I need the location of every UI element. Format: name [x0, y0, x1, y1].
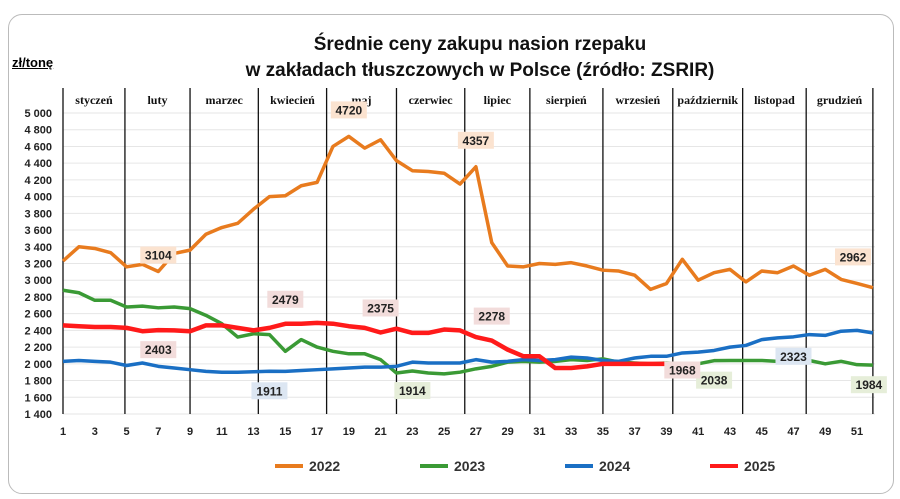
x-tick-label: 29 — [502, 426, 514, 438]
month-label: październik — [677, 93, 738, 107]
x-tick-label: 45 — [756, 426, 768, 438]
x-tick-label: 1 — [60, 426, 66, 438]
x-tick-label: 43 — [724, 426, 736, 438]
y-tick-label: 3 200 — [24, 259, 52, 271]
x-tick-label: 39 — [660, 426, 672, 438]
data-label-bg — [457, 131, 494, 149]
y-tick-label: 4 400 — [24, 158, 52, 170]
data-label-2025: 1968 — [669, 364, 696, 378]
legend-label-2022: 2022 — [309, 458, 340, 474]
data-label-2022: 4357 — [463, 134, 490, 148]
y-tick-label: 3 400 — [24, 242, 52, 254]
x-tick-label: 5 — [123, 426, 129, 438]
month-label: listopad — [754, 93, 795, 107]
data-label-bg — [267, 290, 304, 308]
data-label-2023: 1984 — [856, 378, 883, 392]
chart-title: Średnie ceny zakupu nasion rzepaku w zak… — [180, 32, 780, 84]
title-line-2: w zakładach tłuszczowych w Polsce (źródł… — [245, 60, 715, 81]
x-tick-label: 27 — [470, 426, 482, 438]
data-label-bg — [140, 246, 177, 264]
data-label-bg — [664, 361, 701, 379]
series-line-2024 — [62, 328, 874, 374]
data-label-bg — [140, 341, 177, 359]
x-tick-label: 41 — [692, 426, 704, 438]
data-label-2023: 2038 — [701, 374, 728, 388]
month-label: kwiecień — [270, 93, 315, 107]
x-tick-label: 7 — [155, 426, 161, 438]
data-label-2022: 2962 — [840, 250, 867, 264]
y-tick-label: 3 000 — [24, 275, 52, 287]
y-tick-label: 2 600 — [24, 309, 52, 321]
x-tick-label: 47 — [787, 426, 799, 438]
x-tick-label: 31 — [533, 426, 545, 438]
y-axis-unit: zł/tonę — [12, 55, 54, 70]
legend-label-2023: 2023 — [454, 458, 485, 474]
month-label: lipiec — [484, 93, 512, 107]
series-line-2023 — [62, 288, 873, 376]
y-tick-label: 1 600 — [24, 392, 52, 404]
x-tick-label: 35 — [597, 426, 609, 438]
y-tick-label: 3 600 — [24, 225, 52, 237]
data-label-bg — [696, 371, 733, 389]
data-label-2025: 2479 — [272, 293, 299, 307]
x-tick-label: 25 — [438, 426, 450, 438]
data-label-2025: 2403 — [145, 343, 172, 357]
x-tick-label: 13 — [247, 426, 259, 438]
data-label-2025: 2375 — [367, 301, 394, 315]
y-tick-label: 4 000 — [24, 192, 52, 204]
data-label-2023: 1914 — [399, 384, 426, 398]
data-label-2025: 2278 — [478, 310, 505, 324]
y-tick-label: 4 800 — [24, 125, 52, 137]
legend-label-2024: 2024 — [599, 458, 630, 474]
y-tick-label: 2 400 — [24, 325, 52, 337]
month-label: marzec — [206, 93, 244, 107]
title-line-1: Średnie ceny zakupu nasion rzepaku — [313, 34, 647, 55]
y-tick-label: 2 000 — [24, 359, 52, 371]
x-tick-label: 23 — [406, 426, 418, 438]
data-label-bg — [330, 101, 367, 119]
x-tick-label: 21 — [374, 426, 386, 438]
y-tick-label: 3 800 — [24, 208, 52, 220]
x-tick-label: 19 — [343, 426, 355, 438]
data-label-bg — [473, 307, 510, 325]
x-tick-label: 49 — [819, 426, 831, 438]
data-label-2022: 3104 — [145, 249, 172, 263]
data-label-bg — [362, 299, 399, 317]
month-label: grudzień — [817, 93, 863, 107]
y-tick-label: 1 800 — [24, 376, 52, 388]
month-label: luty — [147, 93, 167, 107]
y-tick-label: 4 600 — [24, 141, 52, 153]
series-line-2025 — [62, 320, 683, 371]
data-label-bg — [251, 382, 288, 400]
x-tick-label: 3 — [92, 426, 98, 438]
data-label-bg — [850, 376, 887, 394]
month-label: wrzesień — [616, 93, 661, 107]
y-tick-label: 4 200 — [24, 175, 52, 187]
month-label: styczeń — [75, 93, 113, 107]
y-tick-label: 2 200 — [24, 342, 52, 354]
month-label: czerwiec — [409, 93, 454, 107]
data-label-2022: 4720 — [335, 103, 362, 117]
x-tick-label: 9 — [187, 426, 193, 438]
x-tick-label: 15 — [279, 426, 291, 438]
legend-label-2025: 2025 — [744, 458, 775, 474]
x-tick-label: 33 — [565, 426, 577, 438]
data-label-2024: 1911 — [256, 384, 282, 398]
data-label-bg — [775, 347, 812, 365]
x-tick-label: 37 — [629, 426, 641, 438]
y-tick-label: 5 000 — [24, 108, 52, 120]
chart-frame — [8, 14, 894, 494]
data-label-2024: 2323 — [780, 350, 807, 364]
month-label: sierpień — [546, 93, 587, 107]
y-tick-label: 2 800 — [24, 292, 52, 304]
data-label-bg — [835, 248, 871, 266]
y-tick-label: 1 400 — [24, 409, 52, 421]
x-tick-label: 17 — [311, 426, 323, 438]
x-tick-label: 11 — [216, 426, 228, 438]
x-tick-label: 51 — [851, 426, 863, 438]
data-label-bg — [394, 382, 431, 400]
series-line-2022 — [61, 134, 874, 292]
